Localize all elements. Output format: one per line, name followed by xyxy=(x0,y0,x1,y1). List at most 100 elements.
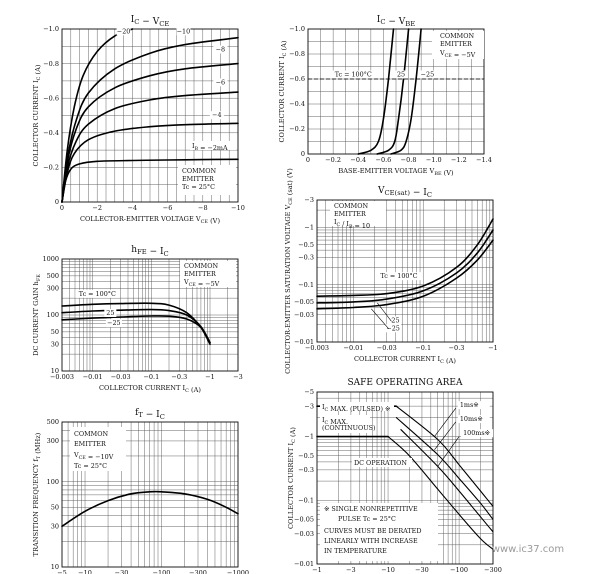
ft_ic-frame xyxy=(61,421,239,568)
vcesat_ic-title: VCE(sat) − IC xyxy=(377,186,432,199)
ic_vce-series-1 xyxy=(61,122,239,203)
y-tick-label: −0.2 xyxy=(43,164,59,172)
hfe_ic-xlabel: COLLECTOR CURRENT IC (A) xyxy=(99,384,201,394)
y-tick-label: −0.1 xyxy=(298,281,314,289)
ic_vce-series-4 xyxy=(61,36,239,203)
y-tick-label: 0 xyxy=(55,198,59,206)
note-line: CURVES MUST BE DERATED xyxy=(324,527,421,535)
y-tick-label: 500 xyxy=(47,418,59,426)
y-tick-label: −1.0 xyxy=(289,25,305,33)
label-box xyxy=(320,402,394,411)
soa-series-1 xyxy=(395,416,494,520)
y-tick-label: −0.1 xyxy=(298,496,314,504)
leader-line xyxy=(434,421,457,450)
x-tick-label: −0.2 xyxy=(325,156,341,164)
y-tick-label: −0.6 xyxy=(289,75,305,83)
x-tick-label: −3 xyxy=(233,373,243,381)
soa-frame xyxy=(316,391,494,565)
ic_vce-ylabel: COLLECTOR CURRENT IC (A) xyxy=(32,64,42,166)
x-tick-label: −1 xyxy=(205,373,215,381)
y-tick-label: 0 xyxy=(301,150,305,158)
label-box xyxy=(320,503,438,561)
label-box xyxy=(395,70,408,79)
soa-series-2 xyxy=(400,428,494,533)
x-tick-label: −10 xyxy=(78,569,92,574)
label-box xyxy=(75,289,120,298)
y-tick-label: 10 xyxy=(51,367,59,375)
ic_vbe-frame xyxy=(307,28,485,155)
y-tick-label: −0.01 xyxy=(294,338,314,346)
x-tick-label: −0.003 xyxy=(50,373,74,381)
ib-label: IB = −2mA xyxy=(192,142,228,152)
curve-label: Tc = 100°C xyxy=(381,272,418,280)
ic_vce-frame xyxy=(61,28,239,203)
label-box xyxy=(457,401,490,410)
label-box xyxy=(176,27,191,36)
watermark-text: www.ic37.com xyxy=(492,544,564,555)
label-box xyxy=(352,458,412,467)
y-tick-label: 1000 xyxy=(42,255,59,263)
x-tick-label: −0.1 xyxy=(415,344,431,352)
y-tick-label: −0.3 xyxy=(298,466,314,474)
x-tick-label: −10 xyxy=(231,204,245,212)
y-tick-label: −0.8 xyxy=(289,50,305,58)
hfe_ic-frame xyxy=(61,258,239,372)
y-tick-label: −0.01 xyxy=(294,560,314,568)
y-tick-label: 300 xyxy=(47,437,59,445)
label-box xyxy=(419,70,436,79)
y-tick-label: −0.05 xyxy=(294,298,314,306)
curve-label: −6 xyxy=(216,78,225,86)
note-line: COMMON xyxy=(182,167,216,175)
curve-label: Tc = 100°C xyxy=(335,71,372,79)
note-line: EMITTER xyxy=(74,440,106,448)
curve-label: 100ms※ xyxy=(463,429,490,437)
label-box xyxy=(180,261,236,287)
y-tick-label: −3 xyxy=(304,196,314,204)
vcesat_ic-ylabel: COLLECTOR-EMITTER SATURATION VOLTAGE VCE… xyxy=(284,168,294,374)
note-line: Tc = 25°C xyxy=(182,183,215,191)
label-box xyxy=(116,27,131,36)
x-tick-label: −1.2 xyxy=(451,156,467,164)
label-box xyxy=(461,429,494,438)
x-tick-label: −8 xyxy=(198,204,208,212)
x-tick-label: −0.03 xyxy=(377,344,397,352)
y-tick-label: −0.6 xyxy=(43,94,59,102)
y-tick-label: 50 xyxy=(51,328,59,336)
curve-label: −25 xyxy=(421,71,435,79)
chart-hfe-ic: −0.003 −0.01 −0.03 −0.1 −0.3 −1 −3 10 30 50 100 300… xyxy=(32,245,243,394)
leader-line xyxy=(377,302,392,322)
note-line: PULSE Tc = 25°C xyxy=(338,515,396,523)
y-tick-label: 30 xyxy=(51,340,59,348)
x-tick-label: −0.03 xyxy=(111,373,131,381)
curve-label: −25 xyxy=(107,319,121,327)
y-tick-label: −0.4 xyxy=(289,100,305,108)
curve-label: Tc = 100°C xyxy=(79,290,116,298)
soa-ylabel: COLLECTOR CURRENT IC (A) xyxy=(287,427,297,529)
label-box xyxy=(209,111,224,120)
soa-title: SAFE OPERATING AREA xyxy=(348,378,463,388)
note-line: EMITTER xyxy=(440,40,472,48)
x-tick-label: −10 xyxy=(381,566,395,574)
x-tick-label: −4 xyxy=(128,204,138,212)
x-tick-label: −5 xyxy=(57,569,67,574)
note-line: EMITTER xyxy=(182,175,214,183)
x-tick-label: −0.3 xyxy=(171,373,187,381)
chart-ic-vbe: 0 −0.2 −0.4 −0.6 −0.8 −1.0 −1.2 −1.4 0 −0.2 −0.4 −0… xyxy=(278,15,492,177)
label-box xyxy=(330,201,386,226)
ft_ic-title: fT − IC xyxy=(135,408,165,421)
vcesat_ic-grid xyxy=(316,199,494,343)
ic_vbe-series-2 xyxy=(390,28,422,155)
y-tick-label: −5 xyxy=(304,388,314,396)
chart-ic-vce: 0 −2 −4 −6 −8 −10 0 −0.2 −0.4 −0.6 −0.8 −1.0 IC − VC… xyxy=(32,15,245,225)
ic_vbe-ylabel: COLLECTOR CURRENT IC (A) xyxy=(278,40,288,142)
chart-safe-operating-area: −1 −3 −10 −30 −100 −300 −0.01 −0.03 −0.05 −0.1 −0.… xyxy=(287,378,502,574)
y-tick-label: −1 xyxy=(304,224,314,232)
y-tick-label: 10 xyxy=(51,563,59,571)
ic-max-cont-label: IC MAX. xyxy=(322,416,348,426)
hfe_ic-series-1 xyxy=(61,308,211,344)
note-line: VCE = −5V xyxy=(439,49,476,59)
x-tick-label: −100 xyxy=(153,569,171,574)
curve-label: −10 xyxy=(177,27,191,35)
x-tick-label: −300 xyxy=(189,569,207,574)
